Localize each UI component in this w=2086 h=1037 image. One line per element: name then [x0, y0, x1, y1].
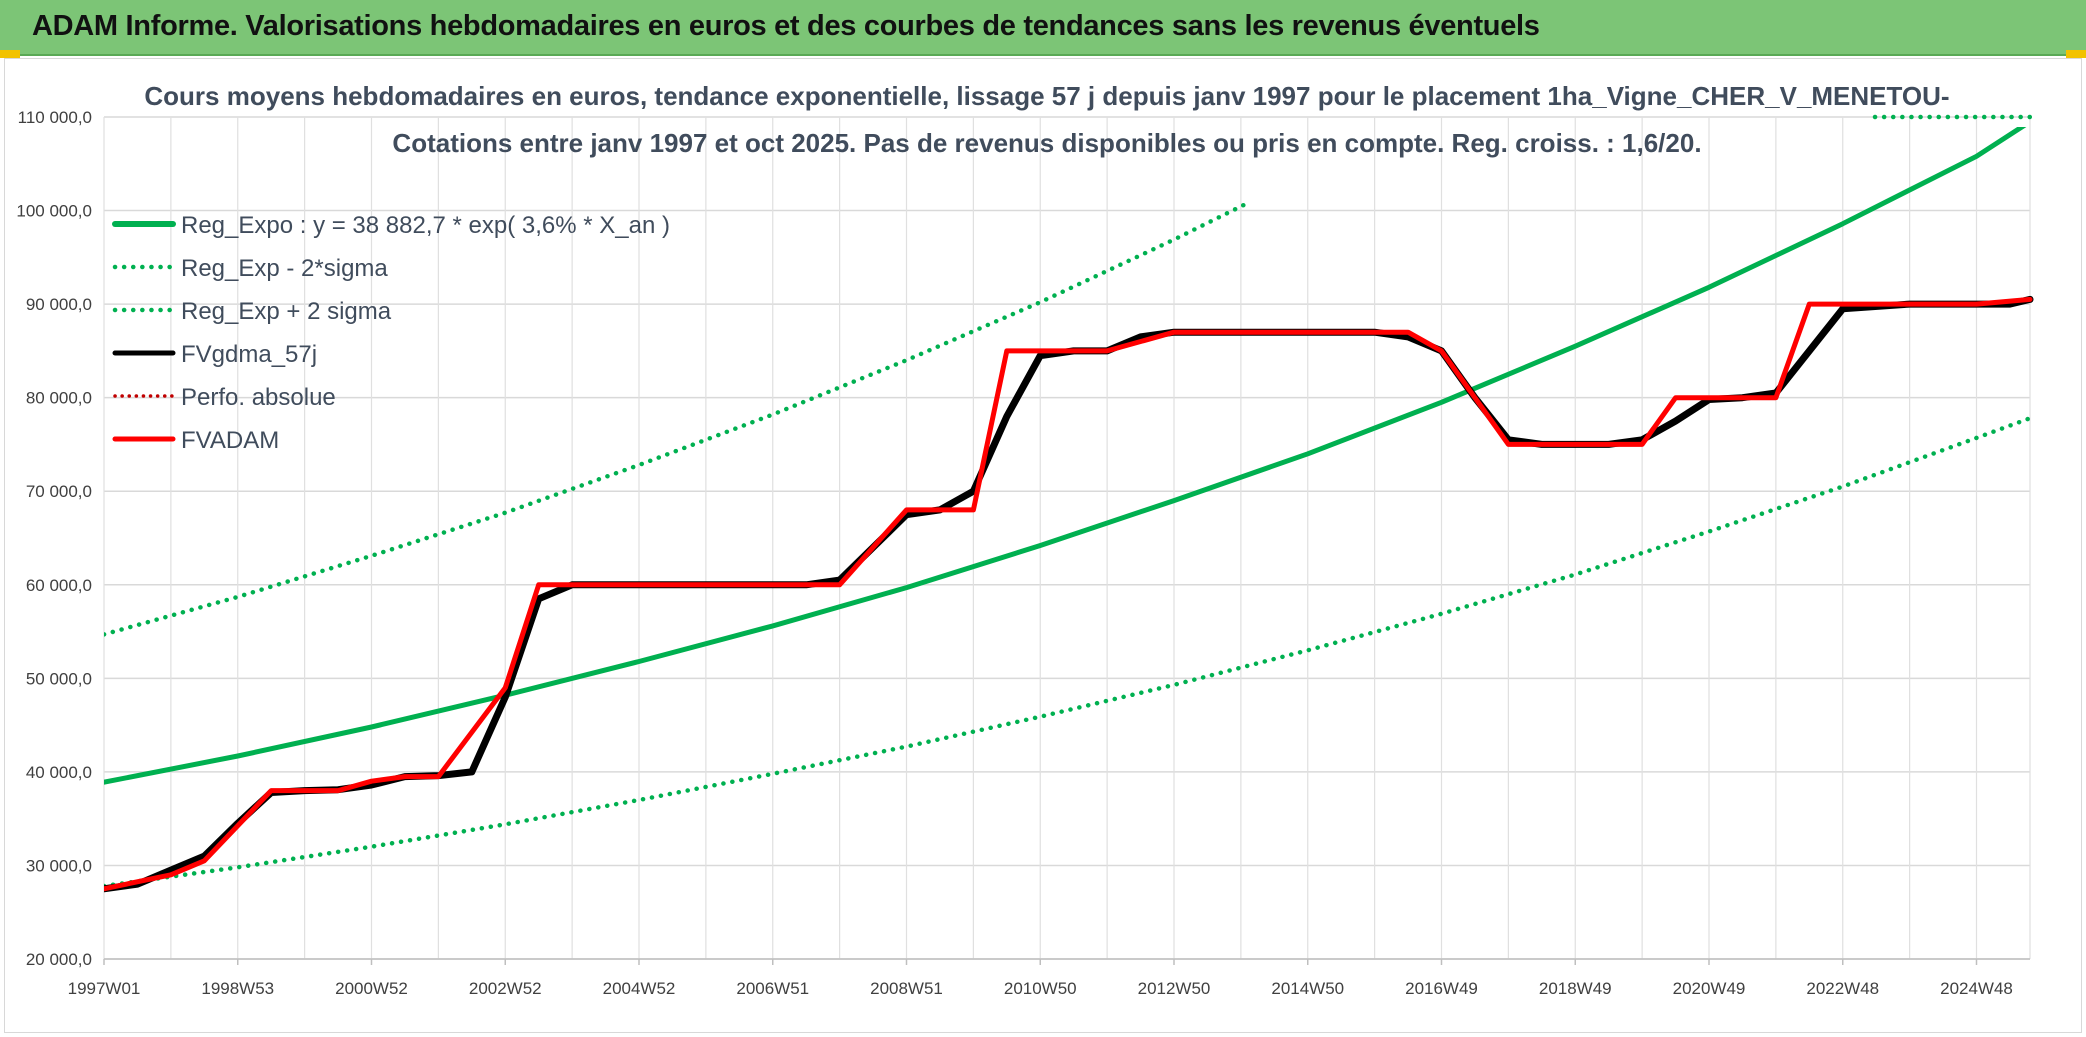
legend-label-reg-minus: Reg_Exp - 2*sigma: [181, 255, 388, 282]
series-line-reg-expo: [104, 127, 2027, 785]
legend-label-reg-plus: Reg_Exp + 2 sigma: [181, 298, 392, 325]
x-tick-label: 2014W50: [1271, 979, 1344, 998]
y-tick-label: 80 000,0: [26, 389, 92, 408]
y-tick-label: 90 000,0: [26, 295, 92, 314]
x-tick-label: 2020W49: [1673, 979, 1746, 998]
report-title: ADAM Informe. Valorisations hebdomadaire…: [32, 10, 1540, 42]
x-tick-label: 2000W52: [335, 979, 408, 998]
chart-title-line-1: Cours moyens hebdomadaires en euros, ten…: [144, 81, 1949, 111]
legend-label-fvgdma: FVgdma_57j: [181, 341, 317, 368]
corner-marker-left: [0, 50, 20, 58]
series-line-fvgdma: [104, 295, 2034, 893]
y-tick-label: 30 000,0: [26, 856, 92, 875]
y-tick-label: 20 000,0: [26, 950, 92, 969]
series-line-fvadam: [104, 296, 2033, 892]
legend-label-perfo: Perfo. absolue: [181, 384, 336, 411]
axes: 20 000,0 30 000,0 40 000,0 50 000,0 60 000,0…: [16, 108, 2030, 998]
legend-label-reg-expo: Reg_Expo : y = 38 882,7 * exp( 3,6% * X_…: [181, 212, 670, 239]
corner-marker-right: [2066, 50, 2086, 58]
y-tick-label: 110 000,0: [18, 108, 92, 127]
x-tick-label: 2012W50: [1138, 979, 1211, 998]
x-tick-label: 2010W50: [1004, 979, 1077, 998]
series-line-reg-plus: [104, 200, 1250, 637]
grid: [103, 116, 2031, 960]
x-tick-label: 2016W49: [1405, 979, 1478, 998]
x-tick-label: 2004W52: [603, 979, 676, 998]
x-tick-label: 2008W51: [870, 979, 943, 998]
x-tick-label: 2022W48: [1806, 979, 1879, 998]
series: [104, 114, 2034, 893]
y-tick-label: 50 000,0: [26, 669, 92, 688]
legend-label-fvadam: FVADAM: [181, 427, 279, 454]
x-tick-label: 2006W51: [736, 979, 809, 998]
x-tick-label: 1998W53: [201, 979, 274, 998]
x-tick-label: 2002W52: [469, 979, 542, 998]
x-tick-label: 2024W48: [1940, 979, 2013, 998]
chart-area: 20 000,0 30 000,0 40 000,0 50 000,0 60 000,0…: [4, 58, 2082, 1033]
y-tick-label: 60 000,0: [26, 576, 92, 595]
y-tick-label: 40 000,0: [26, 763, 92, 782]
y-tick-label: 70 000,0: [26, 482, 92, 501]
line-chart: 20 000,0 30 000,0 40 000,0 50 000,0 60 000,0…: [16, 81, 2034, 998]
legend: Reg_Expo : y = 38 882,7 * exp( 3,6% * X_…: [112, 212, 670, 454]
report-header: ADAM Informe. Valorisations hebdomadaire…: [0, 0, 2086, 56]
chart-title-line-2: Cotations entre janv 1997 et oct 2025. P…: [392, 128, 1701, 158]
x-tick-label: 2018W49: [1539, 979, 1612, 998]
x-tick-label: 1997W01: [68, 979, 141, 998]
y-tick-label: 100 000,0: [16, 202, 92, 221]
series-line-reg-minus: [104, 415, 2033, 889]
